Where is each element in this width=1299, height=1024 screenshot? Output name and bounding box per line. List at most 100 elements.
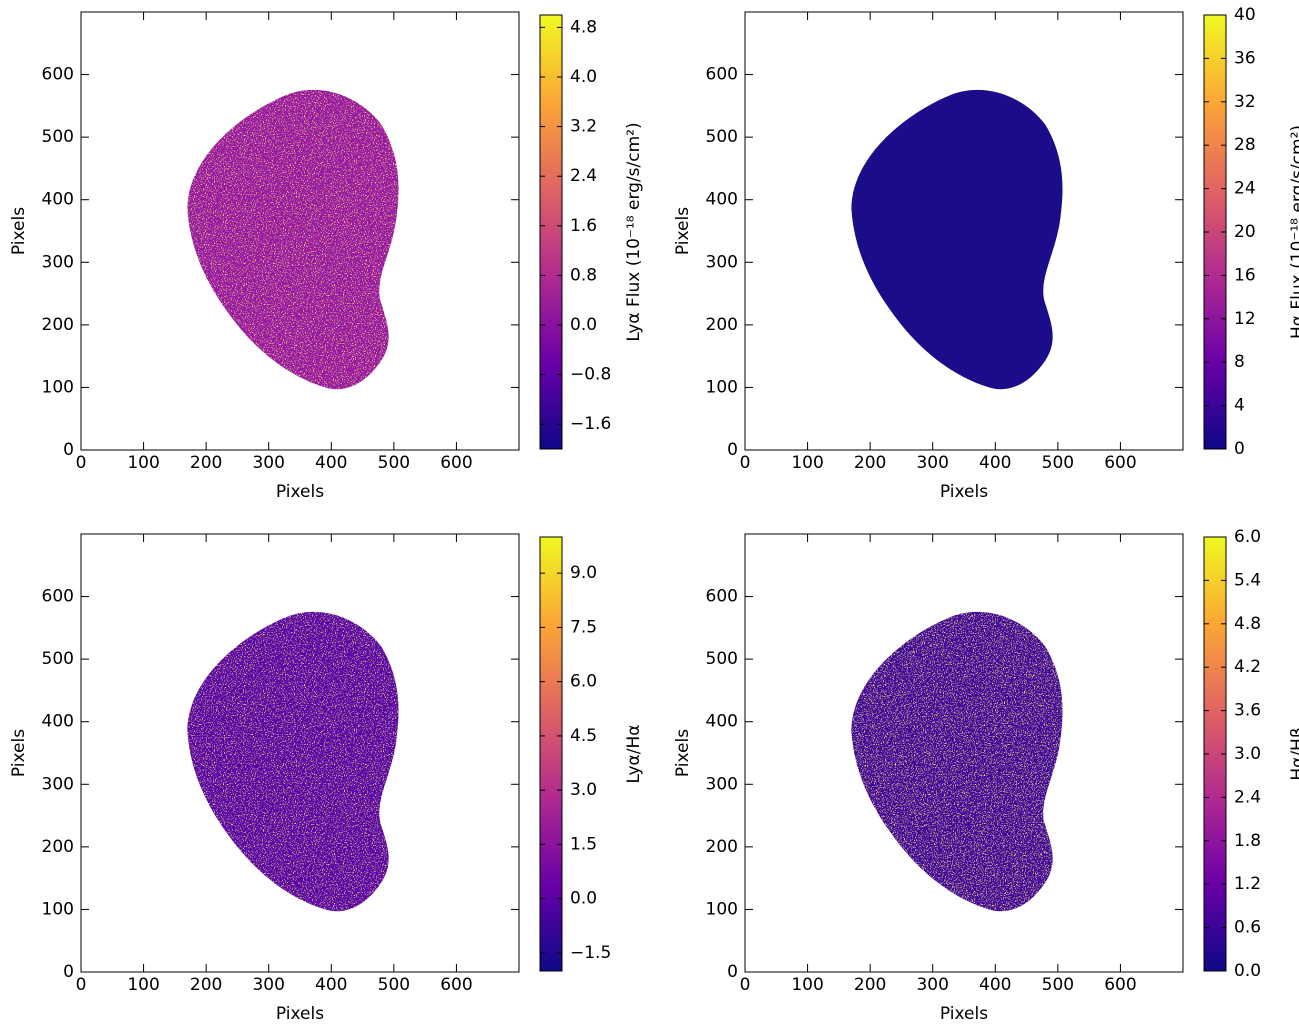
panel: 0 100 200 300 400 500 6000100200300400500600Pi…	[673, 527, 1299, 1024]
panel: 0 100 200 300 400 500 6000100200300400500600Pi…	[673, 5, 1299, 502]
colorbar-tick-label: 4	[1234, 396, 1245, 416]
colorbar-tick-label: 0.6	[1234, 918, 1261, 938]
panel: 0 100 200 300 400 500 6000100200300400500600Pi…	[9, 533, 644, 1024]
colorbar-tick-label: 0.0	[570, 315, 597, 335]
colorbar-tick-label: 2.4	[570, 166, 597, 186]
colorbar-tick-label: 1.5	[570, 834, 597, 854]
y-tick-label: 100	[42, 377, 74, 397]
x-tick-label: 100	[127, 975, 159, 995]
y-tick-label: 0	[63, 440, 74, 460]
x-tick-label: 0	[740, 453, 751, 473]
colorbar-tick-label: 0.8	[570, 265, 597, 285]
colorbar-tick-label: 4.5	[570, 726, 597, 746]
y-tick-label: 300	[706, 252, 738, 272]
colorbar-tick-label: 8	[1234, 352, 1245, 372]
colorbar-label: Lyα/Hα	[624, 725, 644, 784]
x-tick-label: 100	[791, 453, 823, 473]
y-axis-label: Pixels	[673, 729, 693, 777]
axes-frame	[80, 11, 520, 451]
colorbar-tick-label: 4.8	[1234, 614, 1261, 634]
y-tick-label: 0	[727, 440, 738, 460]
x-tick-label: 400	[315, 975, 347, 995]
y-tick-label: 600	[706, 65, 738, 85]
y-axis-label: Pixels	[9, 729, 29, 777]
colorbar-tick-label: 16	[1234, 265, 1256, 285]
image-texture	[851, 611, 1063, 912]
y-axis-label: Pixels	[9, 207, 29, 255]
y-tick-label: 100	[42, 899, 74, 919]
x-tick-label: 600	[440, 453, 472, 473]
x-tick-label: 500	[378, 975, 410, 995]
image-blob	[851, 89, 1063, 390]
y-tick-label: 500	[706, 649, 738, 669]
colorbar-tick-label: 6.0	[570, 672, 597, 692]
x-axis-label: Pixels	[940, 482, 988, 502]
y-tick-label: 500	[42, 127, 74, 147]
y-tick-label: 300	[706, 774, 738, 794]
y-tick-label: 100	[706, 899, 738, 919]
x-tick-label: 0	[740, 975, 751, 995]
colorbar-tick-label: −0.8	[570, 365, 611, 385]
x-tick-label: 400	[315, 453, 347, 473]
x-axis-label: Pixels	[276, 1004, 324, 1024]
colorbar-tick-label: −1.5	[570, 943, 611, 963]
colorbar-tick-label: 28	[1234, 135, 1256, 155]
colorbar-tick-label: 4.0	[570, 67, 597, 87]
x-tick-label: 100	[791, 975, 823, 995]
colorbar-tick-label: 0.0	[1234, 961, 1261, 981]
colorbar-tick-label: 6.0	[1234, 527, 1261, 547]
axes-frame	[744, 533, 1184, 973]
colorbar-tick-label: −1.6	[570, 414, 611, 434]
colorbar-tick-label: 36	[1234, 48, 1256, 68]
x-tick-label: 300	[252, 453, 284, 473]
colorbar-tick-label: 1.8	[1234, 831, 1261, 851]
x-tick-label: 0	[76, 453, 87, 473]
x-tick-label: 200	[854, 975, 886, 995]
colorbar-tick-label: 4.2	[1234, 657, 1261, 677]
y-tick-label: 0	[727, 962, 738, 982]
y-axis-label: Pixels	[673, 207, 693, 255]
y-tick-label: 300	[42, 774, 74, 794]
x-tick-label: 500	[1042, 975, 1074, 995]
x-axis-label: Pixels	[940, 1004, 988, 1024]
y-tick-label: 400	[42, 190, 74, 210]
x-tick-label: 300	[916, 975, 948, 995]
y-tick-label: 500	[42, 649, 74, 669]
y-tick-label: 200	[706, 315, 738, 335]
colorbar-tick-label: 1.2	[1234, 874, 1261, 894]
colorbar-tick-label: 12	[1234, 309, 1256, 329]
colorbar	[539, 536, 563, 972]
y-tick-label: 400	[706, 190, 738, 210]
x-tick-label: 500	[1042, 453, 1074, 473]
y-tick-label: 600	[42, 65, 74, 85]
panel: 0 100 200 300 400 500 6000100200300400500600Pi…	[9, 11, 644, 502]
colorbar-tick-label: 3.6	[1234, 701, 1261, 721]
colorbar-tick-label: 1.6	[570, 216, 597, 236]
x-tick-label: 300	[916, 453, 948, 473]
colorbar-tick-label: 3.2	[570, 117, 597, 137]
y-tick-label: 600	[42, 587, 74, 607]
x-tick-label: 600	[440, 975, 472, 995]
axes-frame	[744, 11, 1184, 451]
colorbar-tick-label: 4.8	[570, 17, 597, 37]
x-tick-label: 200	[190, 453, 222, 473]
y-tick-label: 200	[706, 837, 738, 857]
colorbar-tick-label: 9.0	[570, 563, 597, 583]
y-tick-label: 0	[63, 962, 74, 982]
colorbar-tick-label: 24	[1234, 179, 1256, 199]
x-tick-label: 600	[1104, 453, 1136, 473]
colorbar	[539, 14, 563, 450]
x-tick-label: 400	[979, 975, 1011, 995]
y-tick-label: 200	[42, 837, 74, 857]
image-texture	[187, 89, 399, 390]
y-tick-label: 500	[706, 127, 738, 147]
x-tick-label: 200	[190, 975, 222, 995]
image-texture	[187, 611, 399, 912]
colorbar-tick-label: 5.4	[1234, 570, 1261, 590]
colorbar-tick-label: 0.0	[570, 889, 597, 909]
x-tick-label: 600	[1104, 975, 1136, 995]
y-tick-label: 100	[706, 377, 738, 397]
colorbar-tick-label: 40	[1234, 5, 1256, 25]
axes-frame	[80, 533, 520, 973]
